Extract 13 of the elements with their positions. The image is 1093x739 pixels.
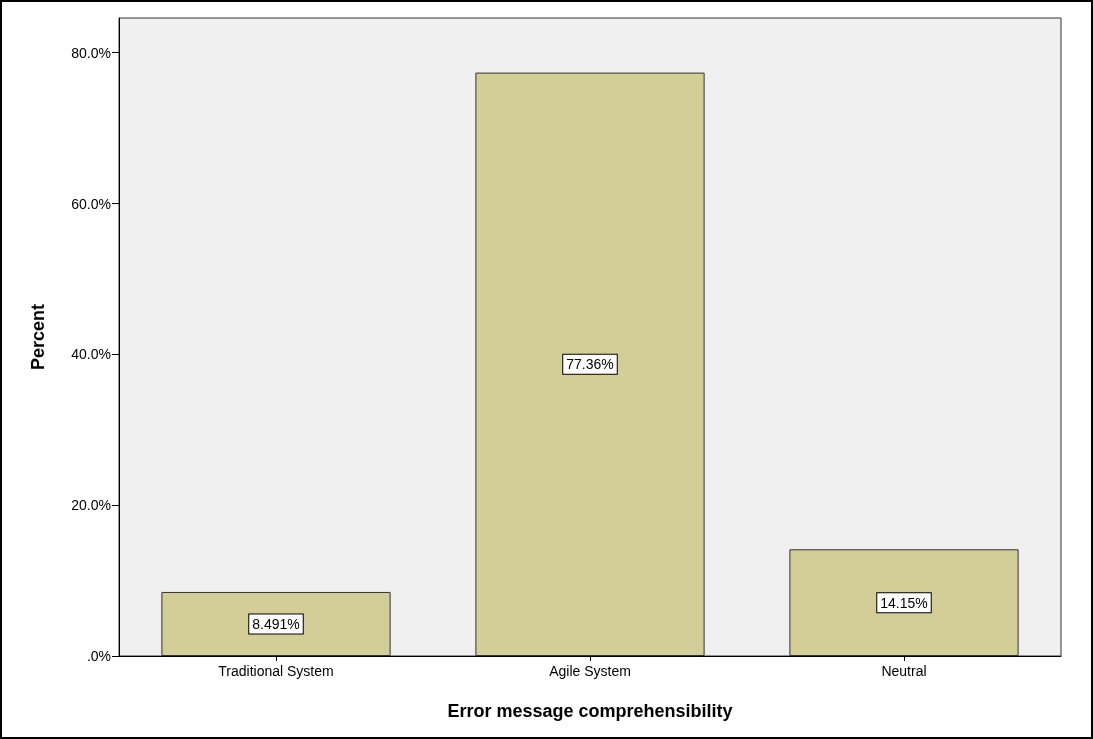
data-label: 77.36%: [566, 356, 614, 373]
data-label: 14.15%: [880, 594, 928, 611]
data-label: 8.491%: [252, 615, 300, 632]
x-tick-label: Agile System: [549, 663, 631, 679]
y-axis-title: Percent: [28, 303, 48, 371]
y-tick-label: 60.0%: [71, 195, 111, 212]
y-tick-label: 20.0%: [71, 497, 111, 514]
x-tick-label: Neutral: [881, 663, 927, 679]
y-tick-label: 40.0%: [71, 346, 111, 363]
x-axis-title: Error message comprehensibility: [447, 701, 733, 721]
x-tick-label: Traditional System: [218, 663, 334, 679]
y-tick-label: 80.0%: [71, 44, 111, 61]
y-tick-label: .0%: [86, 648, 111, 664]
